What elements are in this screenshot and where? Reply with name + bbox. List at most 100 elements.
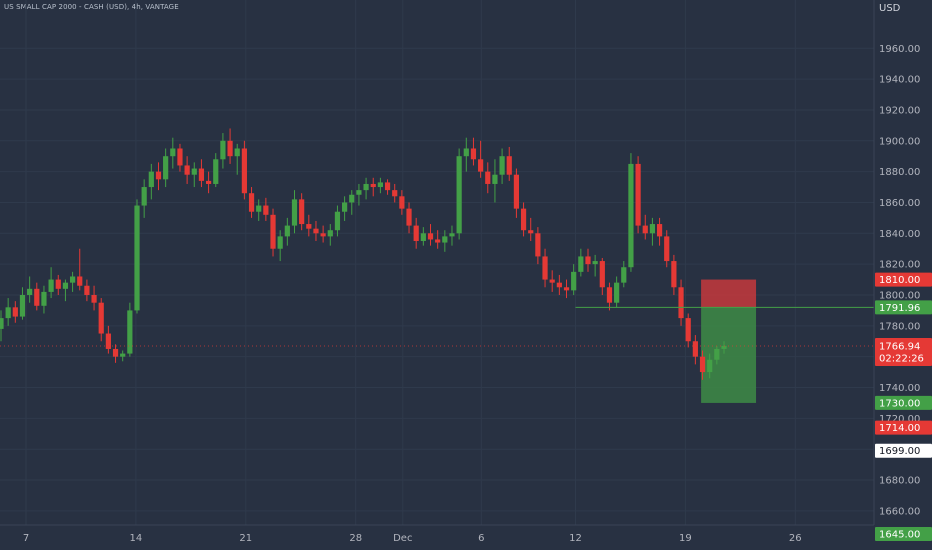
- candle-body: [227, 140, 233, 157]
- price-tick-label: 1800.00: [879, 290, 920, 301]
- candle-body: [69, 276, 76, 283]
- candle-body: [34, 288, 40, 306]
- position-tool[interactable]: [701, 279, 757, 403]
- candle-body: [435, 239, 441, 243]
- candle-body: [12, 307, 18, 317]
- candle-body: [177, 148, 183, 166]
- chart-symbol-title: US SMALL CAP 2000 - CASH (USD), 4h, VANT…: [4, 3, 179, 11]
- price-tick-label: 1740.00: [879, 383, 920, 394]
- candle-body: [356, 190, 362, 195]
- candle-body: [205, 180, 212, 184]
- candle-body: [671, 261, 677, 288]
- time-tick-label: 14: [130, 533, 143, 544]
- candle-body: [628, 163, 634, 268]
- candle-body: [327, 230, 333, 237]
- candle-body: [427, 233, 434, 240]
- candle-body: [270, 214, 276, 249]
- candle-body: [284, 225, 290, 237]
- candle-body: [248, 193, 255, 212]
- candle-body: [41, 291, 47, 306]
- candle-body: [563, 287, 570, 291]
- candle-body: [141, 187, 147, 206]
- candle-body: [642, 225, 648, 234]
- candle-body: [213, 159, 219, 184]
- price-tick-label: 1920.00: [879, 105, 920, 116]
- price-tick-label: 1680.00: [879, 476, 920, 487]
- price-tick-label: 1900.00: [879, 136, 920, 147]
- candle-body: [485, 171, 491, 184]
- price-tick-label: 1780.00: [879, 321, 920, 332]
- candle-body: [163, 156, 169, 180]
- candle-body: [98, 302, 104, 334]
- price-badge-stop: [875, 272, 932, 287]
- take-profit-zone: [701, 307, 757, 403]
- candle-body: [105, 333, 111, 349]
- candle-body: [0, 318, 4, 329]
- candle-body: [306, 224, 312, 229]
- candle-body: [62, 282, 69, 289]
- last-price-value: 1766.94: [879, 341, 920, 352]
- candle-body: [19, 294, 26, 317]
- price-badge-stop: [875, 420, 932, 435]
- price-axis-currency: USD: [879, 3, 901, 14]
- candle-body: [220, 140, 226, 160]
- candle-body: [635, 163, 641, 226]
- price-badge-value: 1791.96: [879, 303, 920, 314]
- candle-body: [513, 174, 520, 209]
- candle-body: [55, 279, 61, 289]
- price-badge-value: 1699.00: [879, 446, 920, 457]
- candle-body: [470, 148, 477, 160]
- candle-body: [48, 279, 54, 292]
- price-tick-label: 1860.00: [879, 198, 920, 209]
- candle-body: [84, 285, 90, 295]
- candle-body: [578, 256, 584, 272]
- time-tick-label: Dec: [393, 533, 412, 544]
- price-tick-label: 1820.00: [879, 260, 920, 271]
- candle-body: [492, 174, 498, 184]
- price-tick-label: 1840.00: [879, 229, 920, 240]
- candle-body: [399, 196, 405, 209]
- candle-body: [155, 171, 162, 180]
- price-tick-label: 1960.00: [879, 44, 920, 55]
- candle-body: [77, 276, 83, 286]
- candle-body: [313, 228, 319, 234]
- candle-body: [263, 205, 269, 215]
- candle-body: [656, 224, 663, 237]
- candle-body: [234, 148, 240, 157]
- candle-body: [363, 183, 369, 191]
- candle-body: [506, 156, 512, 175]
- candle-body: [370, 183, 376, 188]
- candle-body: [714, 348, 720, 360]
- candle-body: [463, 148, 469, 157]
- time-axis[interactable]: 7 14 21 28 Dec 6 12 19 26: [23, 533, 802, 544]
- stop-loss-zone: [701, 279, 757, 308]
- price-badge-entry: [875, 300, 932, 315]
- candle-body: [120, 353, 126, 357]
- candle-body: [413, 225, 419, 242]
- candle-body: [442, 236, 448, 243]
- price-tick-label: 1940.00: [879, 75, 920, 86]
- candle-body: [592, 261, 598, 265]
- price-badge-value: 1810.00: [879, 275, 920, 286]
- candle-body: [256, 205, 262, 212]
- candle-body: [112, 348, 119, 357]
- candle-body: [277, 236, 283, 249]
- price-badge-value: 1645.00: [879, 530, 920, 541]
- candle-body: [377, 182, 383, 188]
- candle-body: [678, 287, 684, 319]
- candle-body: [542, 256, 548, 280]
- price-badge-target: [875, 527, 932, 541]
- candle-body: [198, 168, 205, 181]
- candle-body: [449, 233, 455, 237]
- candle-body: [664, 236, 670, 262]
- candle-body: [191, 168, 197, 175]
- candle-body: [621, 267, 627, 283]
- time-tick-label: 28: [349, 533, 362, 544]
- candle-body: [614, 282, 620, 303]
- candle-body: [692, 341, 698, 357]
- candle-body: [299, 199, 305, 225]
- candle-body: [27, 288, 33, 295]
- price-tick-label: 1880.00: [879, 167, 920, 178]
